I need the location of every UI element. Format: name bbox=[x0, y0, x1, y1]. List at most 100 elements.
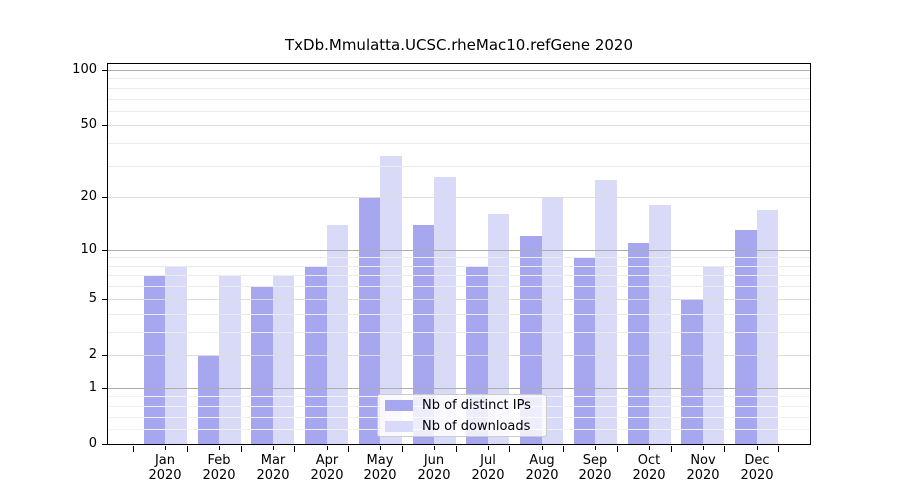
bar-apr-downloads bbox=[326, 224, 349, 444]
y-tick-0 bbox=[102, 444, 107, 445]
bar-sep-downloads bbox=[595, 179, 617, 444]
x-tick-label-nov: Nov 2020 bbox=[686, 453, 720, 483]
x-tick-aug bbox=[542, 446, 543, 450]
bar-mar-distinct-ips bbox=[251, 286, 273, 444]
bar-feb-distinct-ips bbox=[197, 354, 220, 444]
bar-dec-downloads bbox=[756, 209, 779, 444]
bar-may-distinct-ips bbox=[358, 197, 381, 444]
x-tick-label-oct: Oct 2020 bbox=[632, 453, 666, 483]
x-tick-may bbox=[380, 446, 381, 450]
gridline-20 bbox=[108, 197, 810, 199]
y-tick-2 bbox=[102, 355, 107, 356]
gridline-10 bbox=[108, 249, 810, 251]
x-minor-tick-1 bbox=[187, 446, 188, 452]
x-tick-sep bbox=[595, 446, 596, 450]
x-tick-label-jun: Jun 2020 bbox=[417, 453, 451, 483]
bar-mar-downloads bbox=[272, 275, 295, 444]
gridline-100 bbox=[108, 70, 810, 71]
y-tick-1 bbox=[102, 388, 107, 389]
x-tick-jan bbox=[165, 446, 166, 450]
y-tick-label-0: 0 bbox=[88, 436, 97, 451]
gridline-70 bbox=[108, 98, 810, 100]
y-tick-label-100: 100 bbox=[72, 62, 97, 77]
x-tick-label-jan: Jan 2020 bbox=[148, 453, 182, 483]
x-tick-label-may: May 2020 bbox=[363, 453, 397, 483]
gridline-8 bbox=[108, 265, 810, 267]
y-tick-label-20: 20 bbox=[80, 189, 97, 204]
x-minor-tick-10 bbox=[671, 446, 672, 452]
legend-item-distinct-ips: Nb of distinct IPs bbox=[385, 399, 546, 412]
x-minor-tick-5 bbox=[402, 446, 403, 452]
y-tick-label-10: 10 bbox=[80, 242, 97, 257]
legend: Nb of distinct IPs Nb of downloads bbox=[377, 394, 547, 437]
bar-jun-distinct-ips bbox=[412, 224, 435, 444]
x-minor-tick-12 bbox=[778, 446, 779, 452]
x-tick-label-apr: Apr 2020 bbox=[310, 453, 344, 483]
gridline-5 bbox=[108, 298, 810, 300]
bar-jan-downloads bbox=[165, 265, 187, 444]
x-tick-dec bbox=[757, 446, 758, 450]
x-minor-tick-2 bbox=[241, 446, 242, 452]
y-tick-20 bbox=[102, 197, 107, 198]
gridline-2 bbox=[108, 354, 810, 356]
x-tick-label-mar: Mar 2020 bbox=[256, 453, 290, 483]
y-tick-100 bbox=[102, 70, 107, 71]
bar-may-downloads bbox=[380, 155, 402, 444]
gridline-1 bbox=[108, 387, 810, 389]
x-minor-tick-3 bbox=[294, 446, 295, 452]
x-tick-label-feb: Feb 2020 bbox=[202, 453, 236, 483]
x-tick-label-jul: Jul 2020 bbox=[471, 453, 505, 483]
x-minor-tick-0 bbox=[133, 446, 134, 452]
x-tick-label-aug: Aug 2020 bbox=[525, 453, 559, 483]
y-tick-10 bbox=[102, 250, 107, 251]
bar-oct-distinct-ips bbox=[627, 242, 650, 444]
gridline-3 bbox=[108, 331, 810, 333]
bar-aug-distinct-ips bbox=[520, 236, 542, 444]
gridline-60 bbox=[108, 110, 810, 112]
gridline-50 bbox=[108, 125, 810, 127]
y-tick-label-2: 2 bbox=[88, 347, 97, 362]
gridline-6 bbox=[108, 286, 810, 288]
bar-jul-downloads bbox=[487, 214, 510, 444]
gridline-9 bbox=[108, 257, 810, 259]
legend-item-downloads: Nb of downloads bbox=[385, 420, 546, 433]
legend-label-downloads: Nb of downloads bbox=[422, 418, 531, 434]
x-minor-tick-4 bbox=[348, 446, 349, 452]
x-minor-tick-6 bbox=[456, 446, 457, 452]
legend-label-distinct-ips: Nb of distinct IPs bbox=[422, 397, 531, 413]
bar-jan-distinct-ips bbox=[143, 275, 166, 444]
legend-swatch-downloads bbox=[385, 420, 413, 432]
bar-jun-downloads bbox=[434, 176, 456, 444]
bar-dec-distinct-ips bbox=[735, 230, 757, 444]
gridline-7 bbox=[108, 275, 810, 277]
x-tick-jun bbox=[434, 446, 435, 450]
gridline-4 bbox=[108, 313, 810, 315]
bar-aug-downloads bbox=[541, 197, 564, 444]
plot-area bbox=[107, 63, 811, 445]
gridline-90 bbox=[108, 78, 810, 80]
x-tick-label-sep: Sep 2020 bbox=[578, 453, 612, 483]
chart-title: TxDb.Mmulatta.UCSC.rheMac10.refGene 2020 bbox=[285, 36, 633, 54]
x-tick-oct bbox=[649, 446, 650, 450]
x-tick-mar bbox=[273, 446, 274, 450]
bar-oct-downloads bbox=[649, 205, 671, 444]
x-tick-label-dec: Dec 2020 bbox=[740, 453, 774, 483]
bar-nov-downloads bbox=[702, 265, 725, 444]
y-tick-50 bbox=[102, 125, 107, 126]
bar-apr-distinct-ips bbox=[305, 265, 327, 444]
x-minor-tick-8 bbox=[563, 446, 564, 452]
x-minor-tick-9 bbox=[617, 446, 618, 452]
gridline-80 bbox=[108, 87, 810, 89]
y-tick-label-5: 5 bbox=[88, 291, 97, 306]
bar-nov-distinct-ips bbox=[681, 298, 703, 444]
y-tick-label-1: 1 bbox=[88, 380, 97, 395]
x-tick-nov bbox=[703, 446, 704, 450]
bar-feb-downloads bbox=[219, 275, 241, 444]
gridline-40 bbox=[108, 143, 810, 145]
x-minor-tick-11 bbox=[724, 446, 725, 452]
y-tick-label-50: 50 bbox=[80, 117, 97, 132]
gridline-30 bbox=[108, 165, 810, 167]
legend-swatch-distinct-ips bbox=[385, 399, 413, 411]
x-tick-feb bbox=[219, 446, 220, 450]
